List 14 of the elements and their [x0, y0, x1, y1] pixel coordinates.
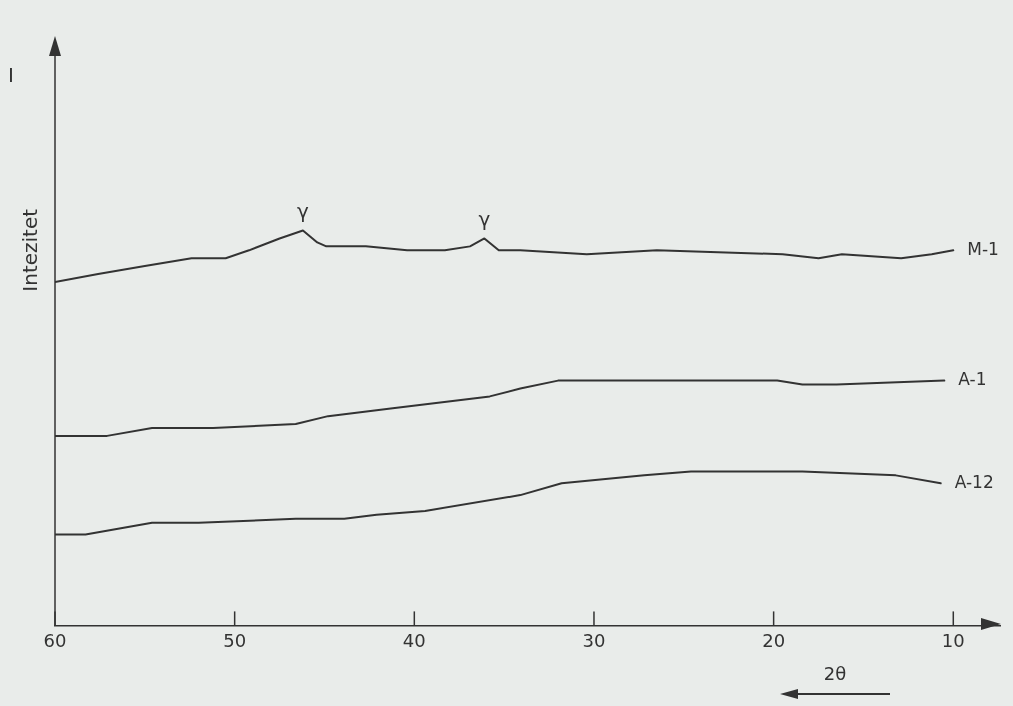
x-axis-title: 2θ: [823, 662, 847, 684]
series-label: A-12: [954, 471, 994, 492]
text: I: [8, 63, 14, 88]
y-axis-title: Intezitet: [18, 208, 43, 292]
x-tick-label: 50: [223, 629, 247, 651]
series-label: M-1: [967, 238, 999, 259]
x-tick-label: 20: [762, 629, 786, 651]
x-tick-label: 40: [402, 629, 426, 651]
x-tick-label: 60: [43, 629, 67, 651]
x-tick-label: 10: [941, 629, 965, 651]
x-tick-label: 30: [582, 629, 606, 651]
annotation: γ: [297, 198, 310, 223]
annotation: γ: [478, 206, 491, 231]
series-label: A-1: [958, 369, 987, 390]
